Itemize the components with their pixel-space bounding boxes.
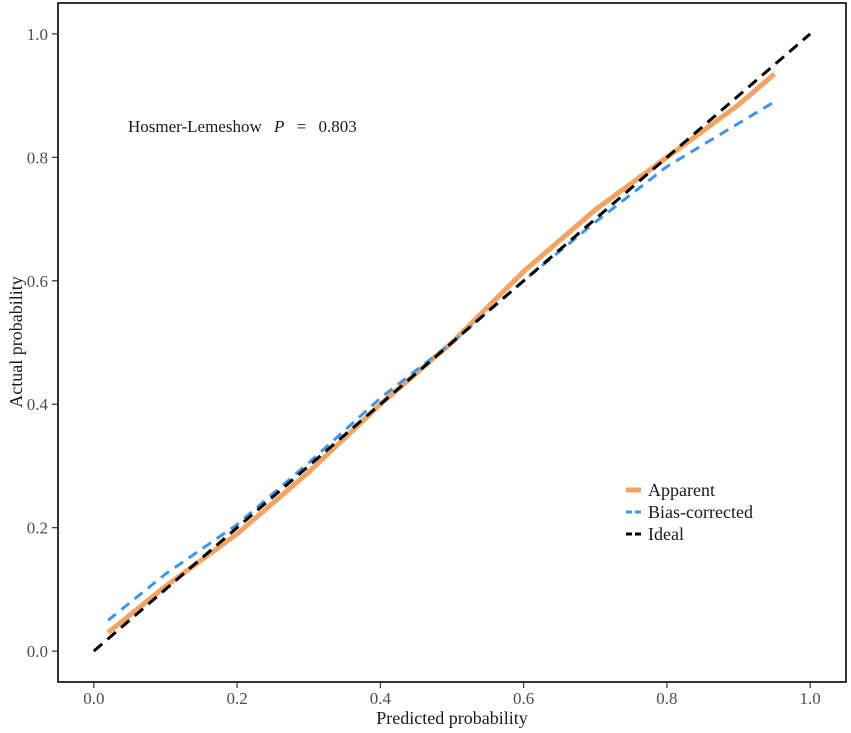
- legend: Apparent Bias-corrected Ideal: [626, 480, 753, 544]
- x-tick-label: 0.2: [226, 689, 247, 708]
- y-axis-title: Actual probability: [6, 276, 26, 407]
- x-axis: 0.0 0.2 0.4 0.6 0.8 1.0: [83, 682, 821, 708]
- legend-label-apparent: Apparent: [648, 480, 715, 500]
- series-layer: [92, 32, 812, 653]
- x-tick-label: 0.4: [370, 689, 392, 708]
- annotation-equals: =: [297, 117, 307, 136]
- legend-label-ideal: Ideal: [648, 524, 684, 544]
- x-tick-label: 0.0: [83, 689, 104, 708]
- hosmer-lemeshow-annotation: Hosmer-Lemeshow P = 0.803: [128, 117, 357, 136]
- y-tick-label: 0.4: [27, 395, 49, 414]
- y-tick-label: 0.0: [27, 642, 48, 661]
- y-axis: 0.0 0.2 0.4 0.6 0.8 1.0: [27, 25, 58, 661]
- y-tick-label: 0.8: [27, 148, 48, 167]
- annotation-prefix: Hosmer-Lemeshow: [128, 117, 262, 136]
- annotation-stat: P: [273, 117, 284, 136]
- legend-label-bias-corrected: Bias-corrected: [648, 502, 753, 522]
- x-tick-label: 1.0: [800, 689, 821, 708]
- y-tick-label: 1.0: [27, 25, 48, 44]
- series-line-ideal: [92, 32, 812, 653]
- y-tick-label: 0.2: [27, 519, 48, 538]
- x-axis-title: Predicted probability: [376, 708, 527, 728]
- annotation-value: 0.803: [318, 117, 356, 136]
- y-tick-label: 0.6: [27, 272, 48, 291]
- x-tick-label: 0.8: [656, 689, 677, 708]
- x-tick-label: 0.6: [513, 689, 534, 708]
